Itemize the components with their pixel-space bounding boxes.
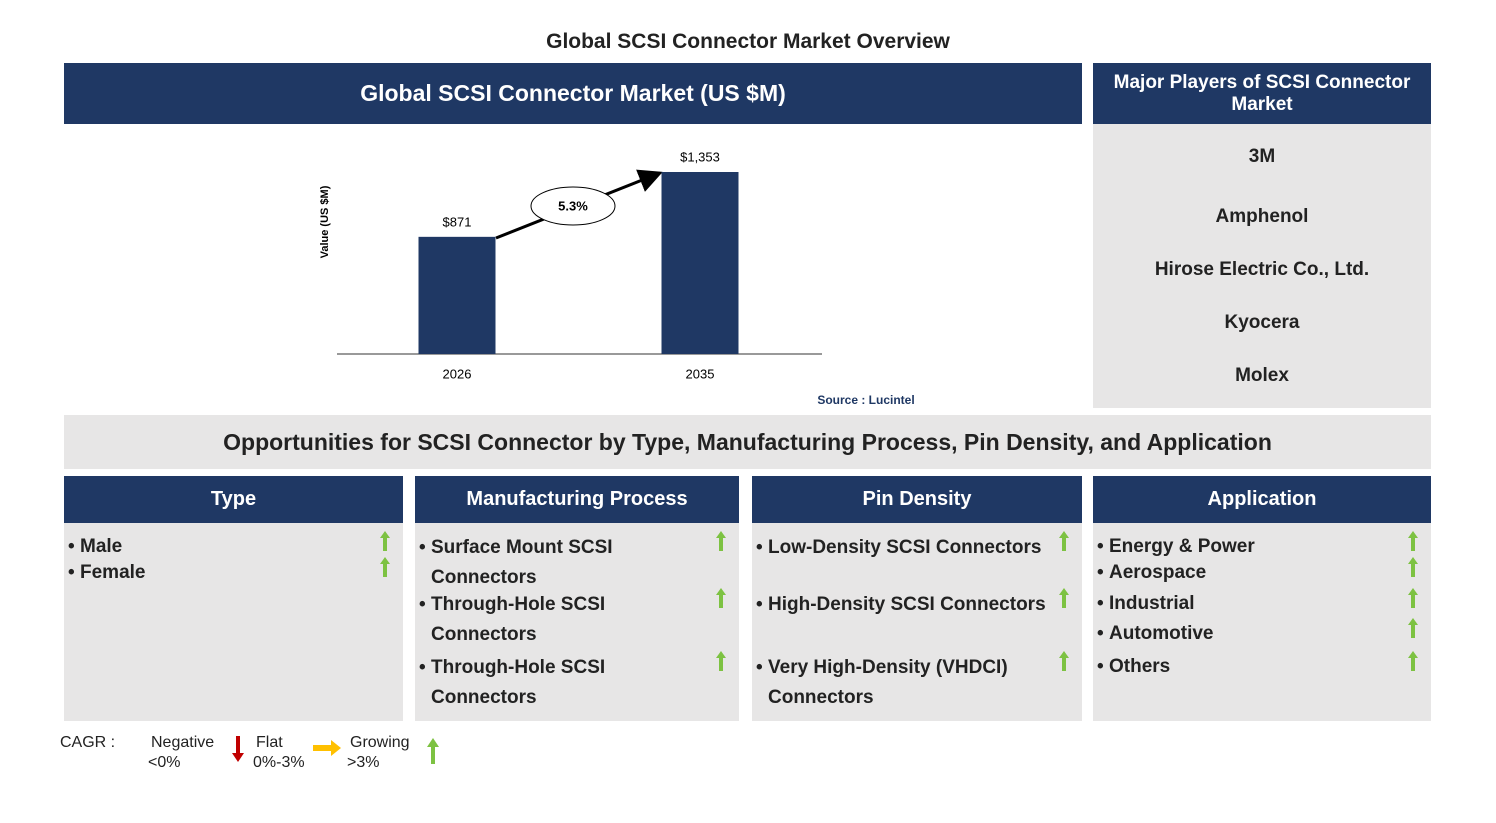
x-tick-label: 2026 <box>443 366 472 381</box>
column-header: Pin Density <box>752 476 1082 523</box>
player-name: 3M <box>1248 146 1276 167</box>
trend-arrow <box>1408 588 1418 608</box>
trend-arrow <box>1408 651 1418 671</box>
page-title: Global SCSI Connector Market Overview <box>546 30 950 53</box>
list-item: Others <box>1093 653 1389 680</box>
trend-arrow <box>380 557 390 577</box>
chart: Value (US $M) 5.3% Source : Lucintel $87… <box>319 149 915 407</box>
column-header: Application <box>1093 476 1431 523</box>
bar <box>418 236 496 354</box>
legend-range: 0%-3% <box>253 754 305 771</box>
legend-icon <box>427 738 439 764</box>
list-item: Very High-Density (VHDCI) Connectors <box>752 653 1058 713</box>
value-label: $1,353 <box>680 149 720 164</box>
list-item: Energy & Power <box>1093 533 1389 560</box>
players-panel: 3M Amphenol Hirose Electric Co., Ltd. Kyoce… <box>1093 124 1431 408</box>
cagr-ellipse <box>530 186 616 226</box>
trend-arrow <box>1408 618 1418 638</box>
column-header: Manufacturing Process <box>415 476 739 523</box>
legend-name: Growing <box>350 734 410 751</box>
players-header: Major Players of SCSI Connector Market <box>1093 63 1431 124</box>
list-item: Automotive <box>1093 620 1389 647</box>
cagr-label: 5.3% <box>558 198 588 213</box>
legend-label: CAGR : <box>60 734 116 751</box>
y-axis-label: Value (US $M) <box>319 185 331 258</box>
x-tick-label: 2035 <box>686 366 715 381</box>
bar <box>661 172 739 354</box>
trend-arrow <box>716 651 726 671</box>
trend-arrow <box>380 531 390 551</box>
player-name: Kyocera <box>1224 312 1300 333</box>
legend-name: Negative <box>151 734 215 751</box>
legend-name: Flat <box>256 734 283 751</box>
player-name: Amphenol <box>1215 206 1309 227</box>
list-item: Through-Hole SCSI Connectors <box>415 653 671 713</box>
trend-arrow <box>1059 588 1069 608</box>
list-item: Aerospace <box>1093 559 1389 586</box>
list-item: Male <box>64 533 380 560</box>
trend-arrow <box>716 531 726 551</box>
trend-arrow <box>1059 531 1069 551</box>
legend-icon <box>232 736 244 762</box>
player-name: Hirose Electric Co., Ltd. <box>1154 259 1370 280</box>
list-item: Female <box>64 559 380 586</box>
list-item: Low-Density SCSI Connectors <box>752 533 1058 563</box>
legend-range: >3% <box>347 754 380 771</box>
trend-arrow <box>716 588 726 608</box>
chart-header: Global SCSI Connector Market (US $M) <box>64 63 1082 124</box>
trend-arrow <box>1408 531 1418 551</box>
player-name: Molex <box>1235 365 1289 386</box>
opportunities-title: Opportunities for SCSI Connector by Type… <box>64 415 1431 469</box>
column-header: Type <box>64 476 403 523</box>
trend-arrow <box>1059 651 1069 671</box>
legend-icon <box>313 740 341 756</box>
list-item: Surface Mount SCSI Connectors <box>415 533 671 593</box>
legend-range: <0% <box>148 754 181 771</box>
trend-arrow <box>1408 557 1418 577</box>
value-label: $871 <box>443 214 472 229</box>
source: Source : Lucintel <box>817 393 914 407</box>
list-item: High-Density SCSI Connectors <box>752 590 1058 620</box>
list-item: Through-Hole SCSI Connectors <box>415 590 671 650</box>
list-item: Industrial <box>1093 590 1389 617</box>
